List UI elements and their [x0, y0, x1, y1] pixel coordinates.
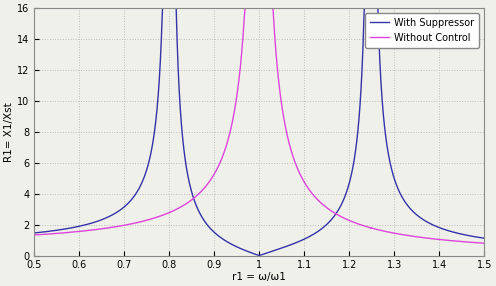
Without Control — [139, 220, 145, 223]
With Suppressor — [365, 7, 371, 10]
With Suppressor — [481, 237, 487, 240]
Without Control — [203, 184, 209, 187]
Y-axis label: R1= X1/Xst: R1= X1/Xst — [4, 102, 14, 162]
Legend: With Suppressor, Without Control: With Suppressor, Without Control — [365, 13, 479, 47]
Without Control — [302, 182, 308, 185]
With Suppressor — [139, 180, 145, 183]
Line: With Suppressor: With Suppressor — [34, 8, 484, 256]
Without Control — [275, 76, 281, 80]
Without Control — [365, 225, 371, 229]
Without Control — [62, 231, 68, 235]
Without Control — [31, 233, 37, 237]
With Suppressor — [31, 231, 37, 235]
With Suppressor — [62, 227, 68, 231]
X-axis label: r1 = ω/ω1: r1 = ω/ω1 — [232, 272, 286, 282]
With Suppressor — [275, 247, 281, 251]
Without Control — [481, 241, 487, 245]
Line: Without Control: Without Control — [34, 8, 484, 243]
With Suppressor — [302, 237, 308, 241]
With Suppressor — [203, 222, 209, 226]
